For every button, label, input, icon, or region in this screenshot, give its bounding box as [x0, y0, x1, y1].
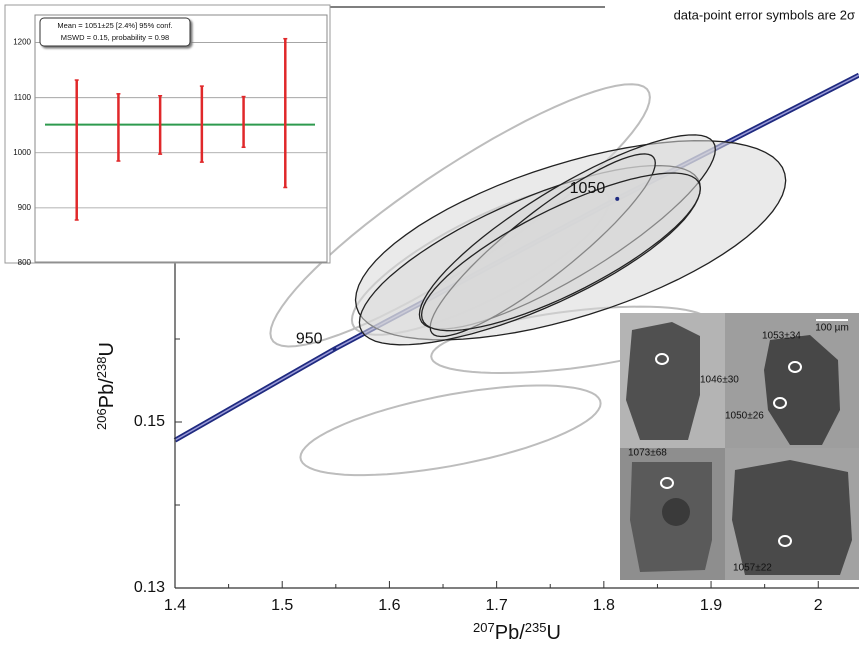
y-tick-label: 1000	[13, 148, 31, 157]
x-tick-label: 1.4	[164, 597, 186, 614]
spot	[773, 397, 787, 409]
legend-line: Mean = 1051±25 [2.4%] 95% conf.	[57, 21, 172, 30]
y-tick-label: 1100	[14, 93, 32, 102]
age-label: 1050	[570, 180, 606, 197]
x-axis-label: 207Pb/235U	[473, 620, 561, 644]
y-axis-label-part: Pb/	[96, 378, 118, 408]
legend-line: MSWD = 0.15, probability = 0.98	[61, 33, 169, 42]
grain	[732, 460, 852, 575]
age-label: 950	[296, 330, 323, 347]
plot-frame	[34, 14, 328, 263]
accepted-ellipse	[420, 172, 701, 332]
grain	[764, 335, 840, 445]
spot-label: 1053±34	[762, 331, 801, 342]
legend-box	[39, 17, 191, 47]
age-marker	[332, 347, 337, 352]
rejected-ellipse	[299, 384, 602, 477]
spot-label: 1057±22	[733, 563, 772, 574]
age-marker	[615, 196, 620, 201]
x-axis-label-part: Pb/	[495, 622, 525, 644]
spot	[788, 361, 802, 373]
x-tick-label: 1.5	[271, 597, 293, 614]
weighted-mean-inset: 800 900 1000 1100 1200 Mean = 1051±25 [2.4%] …	[4, 4, 331, 267]
x-tick-label: 1.8	[593, 597, 615, 614]
y-tick-label: 800	[18, 258, 32, 267]
y-tick-label: 1200	[13, 38, 31, 47]
x-tick-label: 1.9	[700, 597, 722, 614]
grain-hole	[662, 498, 690, 526]
x-tick-label: 1.7	[486, 597, 508, 614]
spot	[660, 477, 674, 489]
spot	[778, 535, 792, 547]
annotation: data-point error symbols are 2σ	[674, 7, 855, 22]
y-axis-label-part: 206	[94, 408, 109, 430]
scale-label: 100 µm	[815, 323, 849, 334]
y-tick-label: 0.15	[134, 413, 165, 430]
x-axis-label-part: 235	[525, 620, 547, 635]
cl-image: 100 µm 1046±30 1053±34 1050±26 1073±68 1…	[620, 313, 859, 580]
y-tick-label: 900	[18, 203, 32, 212]
spot	[655, 353, 669, 365]
x-axis-label-part: 207	[473, 620, 495, 635]
grain	[626, 322, 700, 440]
y-tick-label: 0.13	[134, 579, 165, 596]
y-axis-label: 206Pb/238U	[94, 342, 118, 430]
spot-label: 1046±30	[700, 375, 739, 386]
spot-label: 1050±26	[725, 411, 764, 422]
x-tick-label: 2	[814, 597, 823, 614]
y-axis-label-part: U	[96, 342, 118, 356]
x-axis-label-part: U	[546, 622, 560, 644]
y-axis-label-part: 238	[94, 357, 109, 379]
spots	[655, 353, 802, 547]
x-tick-label: 1.6	[378, 597, 400, 614]
spot-label: 1073±68	[628, 448, 667, 459]
